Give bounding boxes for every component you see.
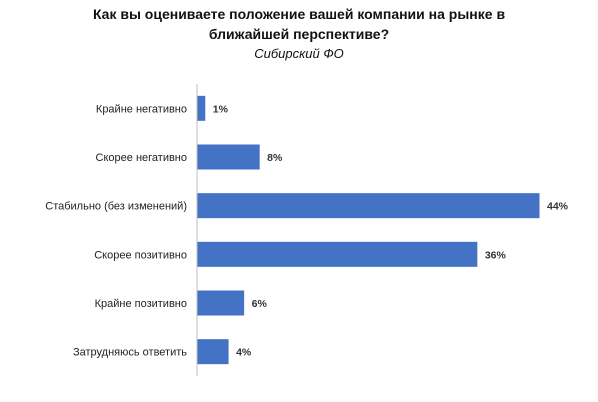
value-label: 36%: [485, 249, 507, 261]
bar: [197, 193, 540, 219]
category-label: Крайне позитивно: [95, 298, 187, 310]
bar: [197, 290, 245, 316]
value-label: 4%: [236, 347, 252, 359]
bar: [197, 241, 478, 267]
value-label: 8%: [267, 152, 283, 164]
category-label: Затрудняюсь ответить: [73, 347, 187, 359]
value-label: 44%: [547, 201, 569, 213]
value-label: 6%: [252, 298, 268, 310]
value-label: 1%: [213, 103, 229, 115]
bar: [197, 339, 229, 365]
category-label: Скорее негативно: [96, 152, 187, 164]
chart-title-line-2: ближайшей перспективе?: [208, 26, 390, 42]
labels-layer: Крайне негативно 1% Скорее негативно 8% Стаб…: [45, 103, 568, 358]
bars-layer: [197, 95, 540, 365]
category-label: Крайне негативно: [96, 103, 187, 115]
chart-subtitle: Сибирский ФО: [254, 46, 344, 61]
chart-title-line-1: Как вы оцениваете положение вашей компан…: [92, 6, 506, 22]
category-label: Стабильно (без изменений): [45, 201, 187, 213]
category-label: Скорее позитивно: [94, 249, 187, 261]
chart-title: Как вы оцениваете положение вашей компан…: [0, 4, 598, 44]
bar: [197, 144, 260, 170]
bar: [197, 95, 206, 121]
